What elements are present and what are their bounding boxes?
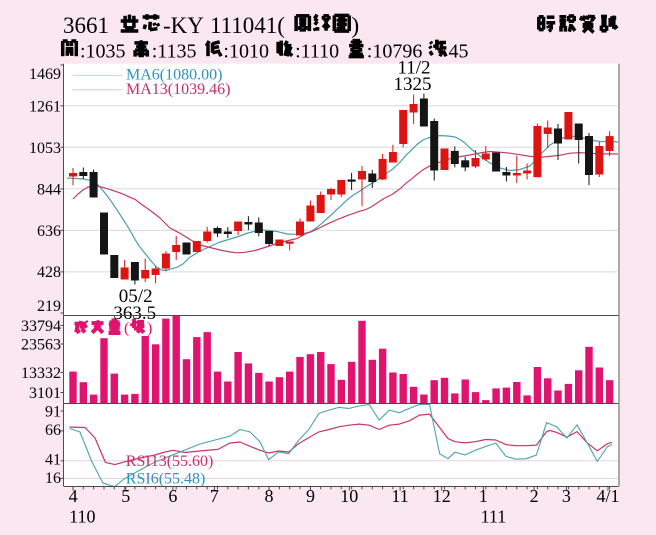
svg-text:23563: 23563 (21, 336, 61, 353)
svg-text:RSI6(55.48): RSI6(55.48) (126, 471, 206, 488)
svg-text:-KY: -KY (163, 13, 204, 38)
svg-text:3101: 3101 (29, 385, 61, 402)
svg-text:05/2: 05/2 (119, 286, 153, 307)
svg-text:428: 428 (37, 264, 61, 281)
svg-text:4: 4 (69, 486, 78, 506)
svg-text:9: 9 (306, 486, 315, 506)
svg-text:7: 7 (210, 486, 219, 506)
svg-text:10: 10 (340, 486, 358, 506)
svg-text:1261: 1261 (29, 98, 61, 115)
svg-text:111: 111 (481, 507, 507, 527)
svg-text::1135: :1135 (152, 41, 197, 63)
svg-text:111041(: 111041( (210, 13, 285, 38)
svg-text:11/2: 11/2 (397, 58, 430, 79)
svg-text:110: 110 (69, 507, 95, 527)
svg-text:3661: 3661 (63, 13, 109, 38)
svg-text:6: 6 (168, 486, 177, 506)
svg-text:): ) (352, 13, 360, 38)
svg-text:1325: 1325 (394, 74, 432, 95)
svg-text:45: 45 (449, 41, 469, 63)
svg-text:16: 16 (45, 470, 61, 487)
svg-text:1053: 1053 (29, 140, 61, 157)
svg-text::1010: :1010 (223, 41, 269, 63)
svg-text:MA13(1039.46): MA13(1039.46) (126, 81, 230, 98)
svg-text:33794: 33794 (21, 318, 61, 335)
svg-text:4/1: 4/1 (596, 486, 619, 506)
svg-text:844: 844 (37, 181, 61, 198)
svg-text:): ) (147, 320, 152, 337)
svg-text:41: 41 (45, 451, 61, 468)
svg-text:3: 3 (562, 486, 571, 506)
svg-text:636: 636 (37, 223, 61, 240)
svg-text::10796: :10796 (367, 41, 423, 63)
svg-text:363.5: 363.5 (113, 303, 156, 324)
svg-text::1035: :1035 (80, 41, 126, 63)
svg-text:MA6(1080.00): MA6(1080.00) (126, 67, 222, 84)
svg-text:RSI13(55.60): RSI13(55.60) (126, 453, 214, 470)
svg-text:66: 66 (45, 422, 61, 439)
svg-text:2: 2 (530, 486, 539, 506)
svg-text:8: 8 (265, 486, 274, 506)
svg-text:219: 219 (37, 298, 61, 315)
svg-text:1469: 1469 (29, 66, 61, 83)
svg-text:12: 12 (433, 486, 451, 506)
svg-text:5: 5 (121, 486, 130, 506)
svg-text::1110: :1110 (295, 41, 339, 63)
svg-text:13332: 13332 (21, 365, 61, 382)
svg-text:91: 91 (45, 403, 61, 420)
svg-text:11: 11 (391, 486, 408, 506)
svg-text:1: 1 (479, 486, 488, 506)
svg-text:(: ( (124, 320, 129, 337)
